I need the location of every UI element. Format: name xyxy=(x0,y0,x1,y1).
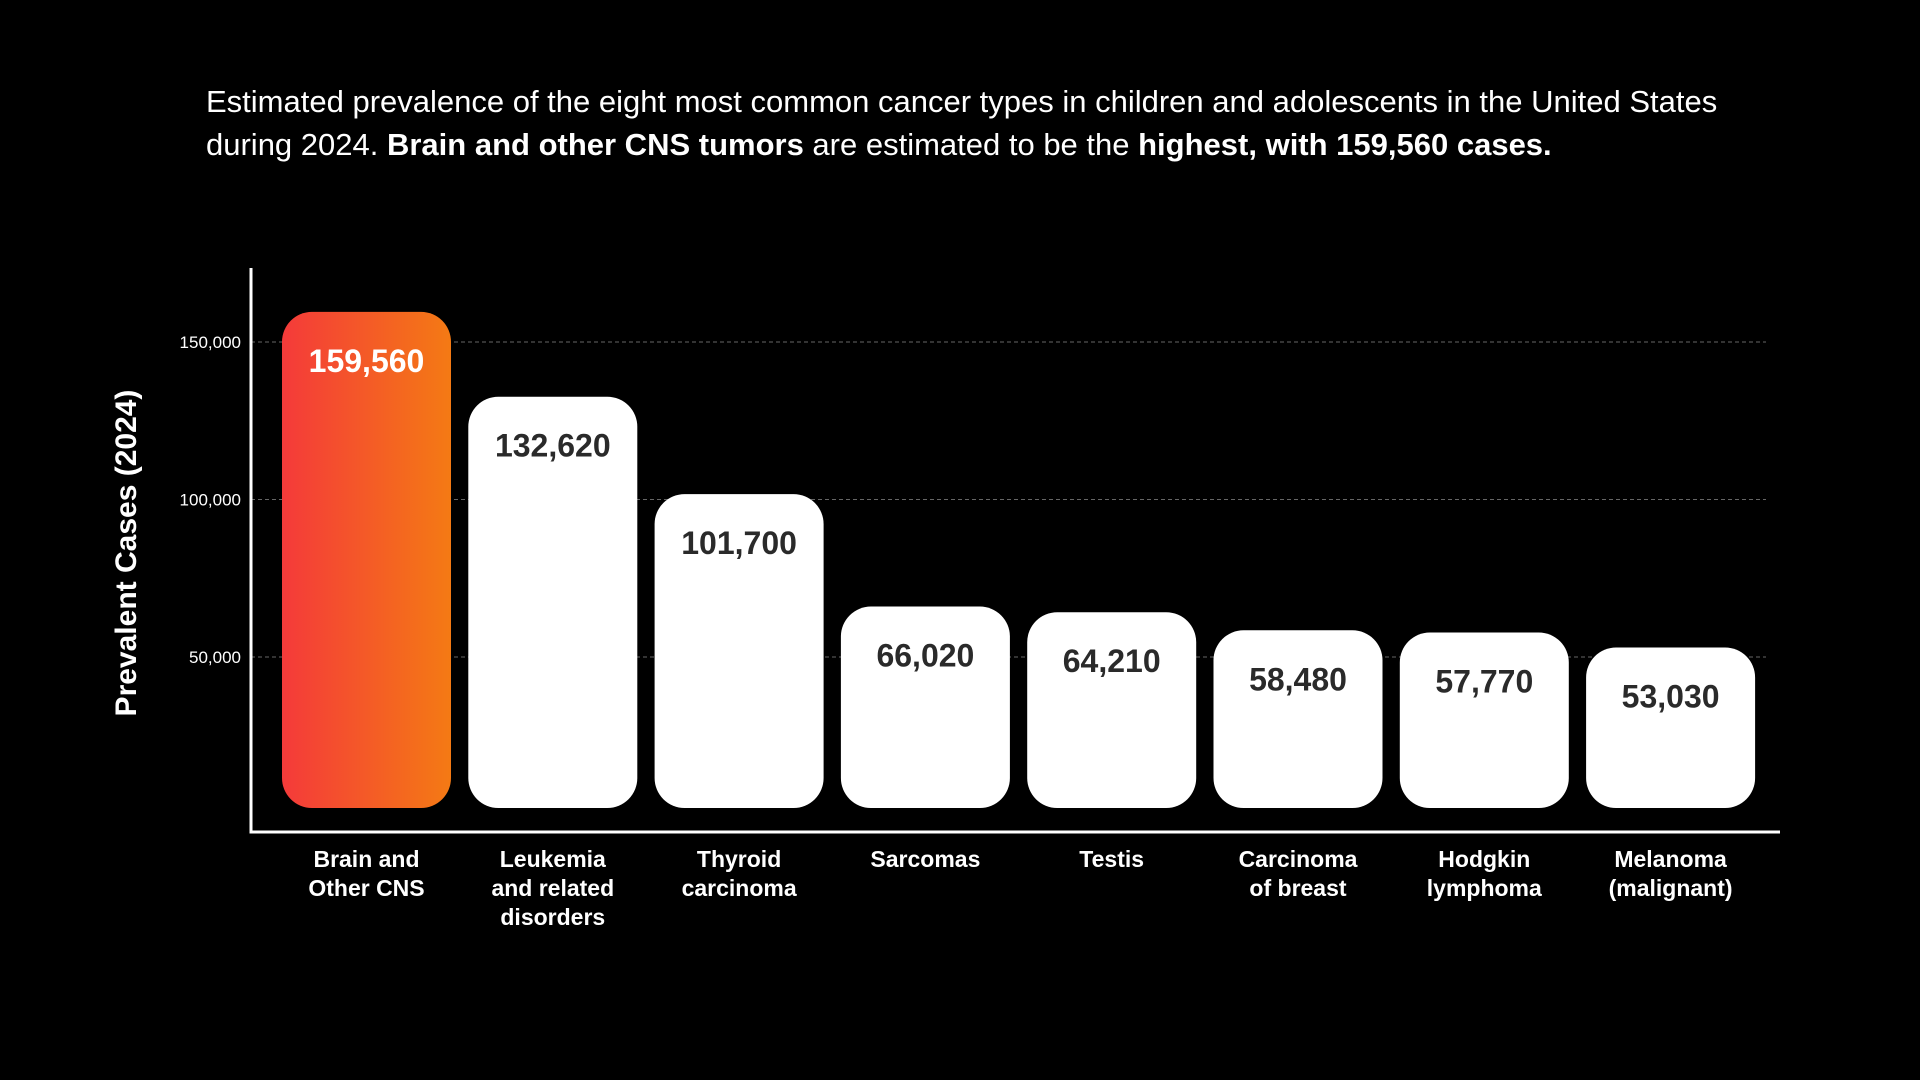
bar-value-label: 66,020 xyxy=(876,638,974,674)
bar xyxy=(468,396,638,808)
bar xyxy=(1586,647,1756,808)
x-category-label: Leukemia and related disorders xyxy=(491,846,614,930)
x-category-label: Brain and Other CNS xyxy=(308,846,424,901)
bar xyxy=(1399,632,1569,808)
axes xyxy=(249,268,1780,834)
caption-text-2: are estimated to be the xyxy=(803,127,1139,162)
caption-text-1: Estimated prevalence of the eight most c… xyxy=(206,84,1718,162)
chart-caption: Estimated prevalence of the eight most c… xyxy=(206,80,1766,166)
bar-value-label: 64,210 xyxy=(1063,643,1161,679)
bar-value-label: 101,700 xyxy=(681,525,797,561)
y-tick-label: 150,000 xyxy=(180,333,241,352)
caption-bold-2: highest, with 159,560 cases. xyxy=(1138,127,1552,162)
x-category-label: Sarcomas xyxy=(870,846,980,872)
caption-bold-1: Brain and other CNS tumors xyxy=(386,127,804,162)
x-category-label: Hodgkin lymphoma xyxy=(1427,846,1542,901)
y-tick-label: 50,000 xyxy=(189,648,241,667)
bar-value-label: 159,560 xyxy=(309,343,425,379)
bar xyxy=(654,494,824,808)
bar-value-label: 58,480 xyxy=(1249,661,1347,697)
bar xyxy=(1027,612,1197,808)
y-axis-title: Prevalent Cases (2024) xyxy=(110,390,143,717)
x-category-label: Thyroid carcinoma xyxy=(682,846,797,901)
bar xyxy=(1213,630,1383,808)
x-category-label: Melanoma (malignant) xyxy=(1609,846,1733,901)
bar xyxy=(282,311,451,808)
bar-value-label: 57,770 xyxy=(1435,664,1533,700)
x-category-label: Testis xyxy=(1079,846,1144,872)
bars xyxy=(282,311,1756,808)
bar xyxy=(840,606,1010,808)
x-category-label: Carcinoma of breast xyxy=(1239,846,1358,901)
bar-value-label: 132,620 xyxy=(495,428,611,464)
bar-value-label: 53,030 xyxy=(1622,678,1720,714)
y-tick-label: 100,000 xyxy=(180,491,241,510)
labels: 50,000 100,000 150,000 159,560 Brain and Othe… xyxy=(110,333,1733,930)
